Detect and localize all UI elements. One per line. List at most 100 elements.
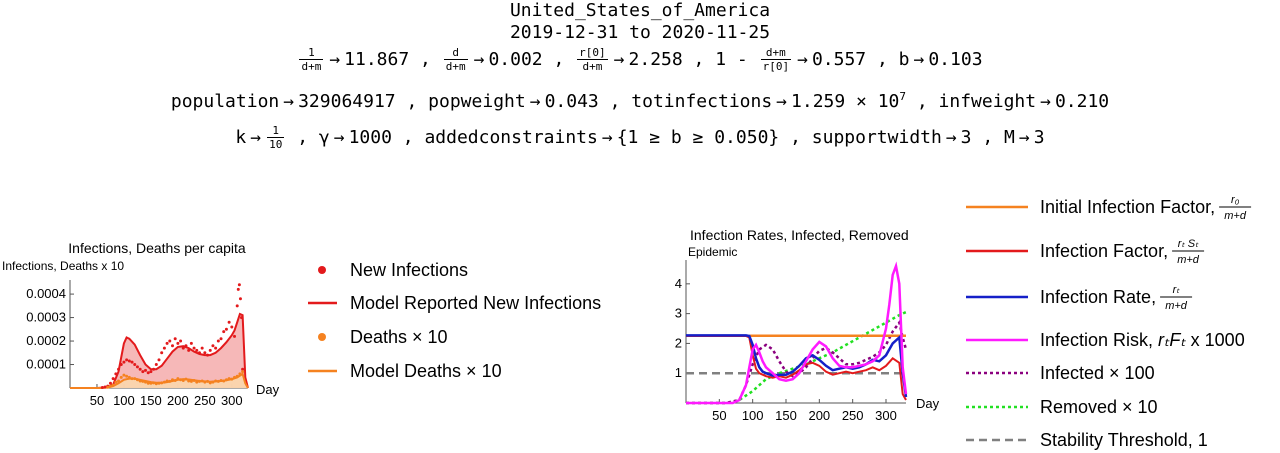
deaths-point (233, 375, 237, 379)
arrow-icon: → (473, 48, 485, 70)
param-separator: , (693, 48, 705, 70)
chart-infection-rates: Infection Rates, Infected, Removed Epide… (675, 194, 1252, 450)
new-infections-point (146, 371, 150, 375)
deaths-point (197, 379, 201, 383)
param-label: b (898, 48, 910, 70)
param-label: k (235, 126, 247, 148)
x-tick-label: 100 (742, 408, 764, 423)
deaths-point (152, 381, 156, 385)
new-infections-point (168, 339, 172, 343)
deaths-point (200, 379, 204, 383)
x-tick-label: 300 (221, 393, 243, 408)
new-infections-point (100, 386, 104, 390)
deaths-point (230, 377, 234, 381)
deaths-point (106, 385, 110, 389)
deaths-point (192, 378, 196, 382)
new-infections-point (184, 344, 188, 348)
deaths-point (135, 378, 139, 382)
legend-text: Stability Threshold, 1 (1040, 430, 1208, 450)
new-infections-point (138, 367, 142, 371)
model-infections-line (70, 312, 249, 389)
param-value: 0.557 (811, 48, 867, 70)
param-label: supportwidth (811, 126, 942, 148)
y-tick-label: 1 (675, 365, 682, 380)
deaths-point (206, 379, 210, 383)
new-infections-point (227, 320, 231, 324)
arrow-icon: → (601, 126, 613, 148)
arrow-icon: → (945, 126, 957, 148)
arrow-icon: → (1040, 91, 1051, 112)
new-infections-point (240, 316, 244, 320)
new-infections-point (241, 367, 245, 371)
country-title: United_States_of_America (509, 0, 771, 21)
legend-label: Infection Rate, (1040, 287, 1156, 307)
chart-infections-deaths: Infections, Deaths per capita Infections… (2, 240, 601, 408)
deaths-area (70, 373, 248, 388)
y-tick-label: 2 (675, 335, 682, 350)
deaths-point (179, 378, 183, 382)
new-infections-point (173, 337, 177, 341)
fraction-numerator: d+m (760, 46, 792, 60)
legend-fraction-denominator: m+d (1177, 254, 1200, 266)
x-tick-label: 300 (875, 408, 897, 423)
legend-label: Model Reported New Infections (350, 293, 601, 313)
legend-fraction-numerator: r₀ (1231, 194, 1240, 206)
new-infections-point (203, 351, 207, 355)
deaths-point (154, 382, 158, 386)
deaths-point (130, 377, 134, 381)
deaths-point (176, 377, 180, 381)
chart1-title: Infections, Deaths per capita (68, 240, 246, 256)
legend-suffix: x 1000 (1186, 330, 1245, 350)
new-infections-point (235, 304, 239, 308)
new-infections-point (122, 360, 126, 364)
new-infections-point (154, 363, 158, 367)
legend-fraction-denominator: m+d (1224, 210, 1247, 222)
deaths-point (149, 381, 153, 385)
arrow-icon: → (776, 91, 788, 112)
param-label: totinfections (631, 91, 773, 112)
new-infections-point (165, 341, 169, 345)
new-infections-point (206, 353, 210, 357)
param-value: 0.210 (1054, 91, 1110, 112)
deaths-point (170, 378, 174, 382)
new-infections-point (108, 381, 112, 385)
new-infections-point (162, 346, 166, 350)
new-infections-point (211, 344, 215, 348)
fraction-numerator: r[0] (577, 46, 608, 60)
new-infections-point (111, 377, 115, 381)
new-infections-point (224, 327, 228, 331)
legend-label: Deaths × 10 (350, 327, 448, 347)
param-value: 1.259 × 10 (791, 91, 900, 112)
new-infections-point (216, 339, 220, 343)
param-value: 0.002 (488, 48, 543, 70)
param-entry: b → 0.103 (899, 49, 983, 70)
legend-text: Removed × 10 (1040, 397, 1158, 417)
fraction-numerator: d (443, 46, 468, 60)
legend-math: rₜFₜ (1158, 330, 1186, 350)
new-infections-point (170, 344, 174, 348)
arrow-icon: → (529, 91, 541, 112)
deaths-point (227, 377, 231, 381)
x-tick-label: 200 (167, 393, 189, 408)
new-infections-point (195, 348, 199, 352)
new-infections-point (157, 358, 161, 362)
param-value: 2.258 (628, 48, 683, 70)
legend-fraction-denominator: m+d (1165, 300, 1188, 312)
x-tick-label: 250 (842, 408, 864, 423)
x-tick-label: 50 (90, 393, 104, 408)
deaths-point (224, 378, 228, 382)
param-value-fraction: 1 10 (267, 124, 285, 151)
deaths-point (216, 379, 220, 383)
chart1-ylabel: Infections, Deaths x 10 (2, 259, 124, 273)
arrow-icon: → (797, 48, 808, 70)
param-fraction: 1 d+m (299, 46, 324, 73)
x-tick-label: 50 (712, 408, 726, 423)
params-line-2: population → 329064917 , popweight → 0.043 ,… (0, 90, 1280, 112)
new-infections-point (181, 346, 185, 350)
new-infections-point (214, 346, 218, 350)
param-label: population (170, 91, 280, 112)
series-line (686, 335, 907, 401)
legend-label: Stability Threshold, 1 (1040, 430, 1208, 450)
new-infections-point (197, 351, 201, 355)
deaths-point (144, 380, 148, 384)
